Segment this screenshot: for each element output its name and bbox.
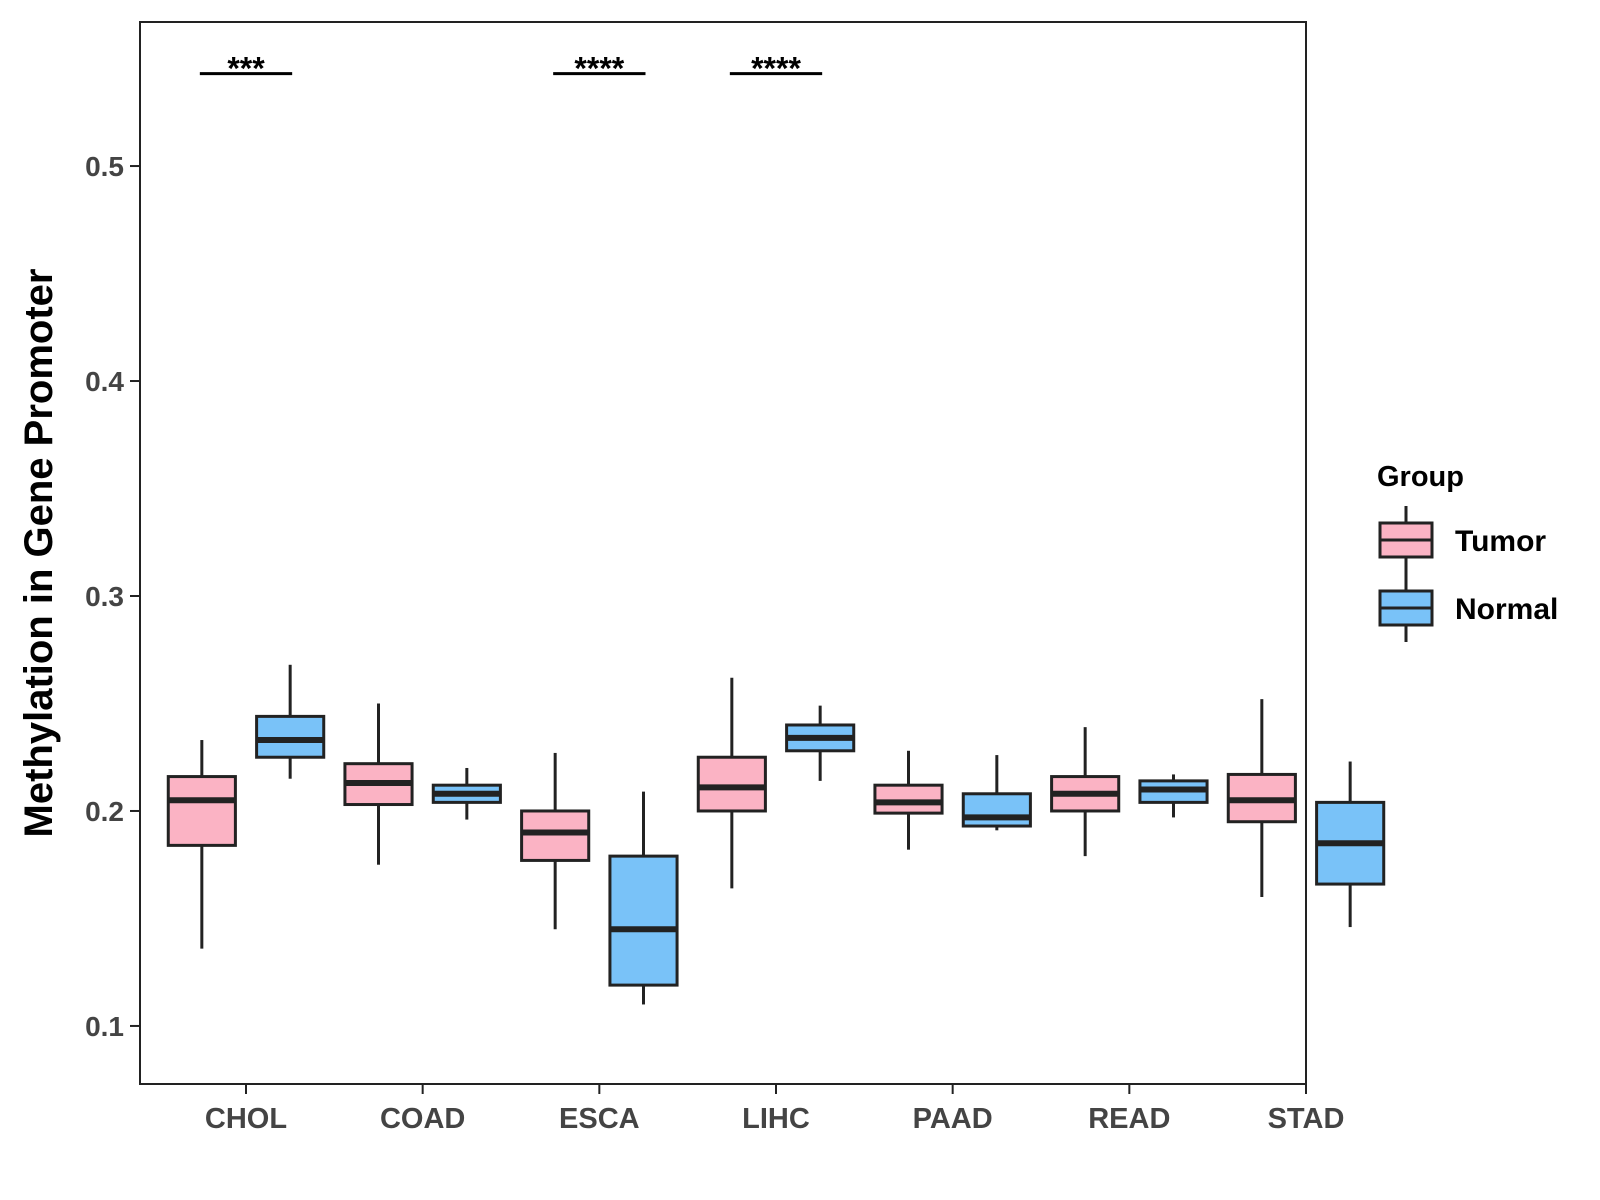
- legend-title: Group: [1377, 461, 1464, 493]
- box-normal-lihc: [785, 705, 856, 781]
- plot-panel: [139, 21, 1307, 1085]
- x-tick-label: ESCA: [559, 1103, 640, 1135]
- legend-label: Normal: [1455, 593, 1558, 626]
- box-normal-read: [1138, 774, 1209, 818]
- box-iqr: [520, 809, 591, 862]
- box-iqr: [873, 783, 944, 815]
- box-iqr: [696, 755, 767, 813]
- box-iqr: [961, 792, 1032, 828]
- y-tick-label: 0.4: [85, 366, 124, 397]
- significance-label: ****: [751, 51, 801, 87]
- y-tick-label: 0.5: [85, 151, 124, 182]
- box-normal-stad: [1315, 761, 1386, 928]
- box-tumor-chol: [166, 740, 237, 949]
- box-group: [166, 664, 1386, 1005]
- legend-item-tumor: Tumor: [1378, 506, 1546, 574]
- y-axis-title: Methylation in Gene Promoter: [17, 269, 61, 838]
- significance-annotations: *** **** ****: [199, 51, 823, 87]
- box-normal-coad: [431, 767, 502, 820]
- y-tick-label: 0.3: [85, 581, 124, 612]
- x-tick-label: PAAD: [913, 1103, 993, 1135]
- x-tick-label: LIHC: [742, 1103, 810, 1135]
- box-tumor-lihc: [696, 677, 767, 889]
- x-tick-label: CHOL: [205, 1103, 287, 1135]
- significance-label: ***: [227, 51, 265, 87]
- significance-label: ****: [574, 51, 624, 87]
- legend-item-normal: Normal: [1378, 574, 1558, 642]
- box-normal-esca: [608, 791, 679, 1005]
- box-iqr: [166, 775, 237, 847]
- legend-label: Tumor: [1455, 525, 1546, 558]
- box-iqr: [255, 714, 326, 759]
- box-tumor-read: [1050, 727, 1121, 857]
- y-tick-label: 0.2: [85, 796, 124, 827]
- x-tick-label: COAD: [380, 1103, 465, 1135]
- y-axis: 0.1 0.2 0.3 0.4 0.5: [85, 151, 140, 1042]
- box-tumor-coad: [343, 703, 414, 865]
- legend: Group Tumor Normal: [1377, 461, 1558, 642]
- box-normal-paad: [961, 755, 1032, 831]
- box-tumor-paad: [873, 750, 944, 850]
- box-iqr: [608, 854, 679, 987]
- y-tick-label: 0.1: [85, 1011, 124, 1042]
- x-tick-label: STAD: [1268, 1103, 1345, 1135]
- box-tumor-stad: [1226, 699, 1297, 897]
- box-normal-chol: [255, 664, 326, 779]
- box-tumor-esca: [520, 752, 591, 930]
- x-axis: CHOL COAD ESCA LIHC PAAD READ STAD: [205, 1084, 1344, 1135]
- x-tick-label: READ: [1088, 1103, 1170, 1135]
